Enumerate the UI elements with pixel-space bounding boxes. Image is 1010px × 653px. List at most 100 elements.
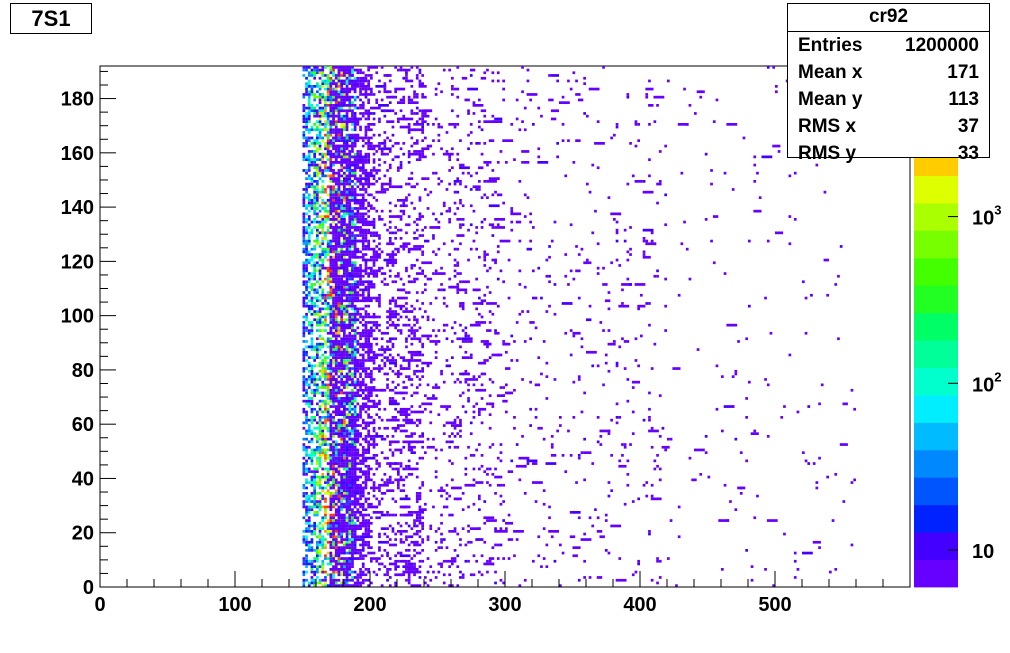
heatmap-cell (334, 237, 338, 240)
heatmap-cell (302, 199, 306, 202)
heatmap-cell (402, 467, 406, 471)
heatmap-cell (329, 133, 333, 137)
heatmap-cell (305, 481, 308, 484)
heatmap-cell (329, 448, 333, 452)
heatmap-cell (345, 190, 349, 194)
heatmap-cell (361, 369, 365, 373)
heatmap-cell (361, 139, 365, 143)
heatmap-cell (399, 147, 403, 151)
heatmap-cell (318, 435, 322, 438)
heatmap-cell (348, 321, 352, 324)
heatmap-cell (391, 345, 395, 349)
heatmap-cell (359, 492, 362, 495)
heatmap-cell (313, 378, 316, 381)
heatmap-cell (326, 133, 330, 137)
heatmap-cell (348, 185, 352, 189)
heatmap-cell (394, 337, 397, 341)
heatmap-cell (407, 505, 411, 509)
heatmap-cell (372, 272, 376, 275)
heatmap-cell (337, 513, 346, 517)
heatmap-cell (307, 163, 311, 167)
heatmap-cell (348, 337, 352, 341)
heatmap-cell (343, 68, 346, 72)
heatmap-cell (388, 418, 400, 422)
heatmap-cell (310, 302, 314, 305)
heatmap-cell (361, 106, 365, 110)
heatmap-cell (351, 350, 354, 354)
heatmap-cell (351, 478, 354, 482)
heatmap-cell (426, 584, 430, 588)
heatmap-cell (351, 329, 354, 332)
heatmap-cell (367, 350, 370, 354)
heatmap-cell (353, 299, 357, 303)
heatmap-cell (345, 169, 349, 172)
heatmap-cell (388, 543, 397, 547)
heatmap-cell (361, 492, 365, 495)
heatmap-cell (345, 269, 349, 273)
heatmap-cell (348, 155, 352, 159)
heatmap-cell (302, 193, 306, 197)
heatmap-cell (318, 443, 322, 446)
heatmap-cell (353, 435, 357, 438)
heatmap-cell (348, 204, 352, 208)
heatmap-cell (310, 416, 314, 419)
heatmap-cell (332, 90, 335, 94)
heatmap-cell (343, 177, 352, 181)
heatmap-cell (359, 293, 362, 297)
heatmap-cell (337, 144, 341, 148)
heatmap-cell (356, 218, 362, 221)
heatmap-cell (332, 66, 335, 69)
heatmap-cell (337, 264, 341, 267)
heatmap-cell (332, 348, 335, 351)
heatmap-cell (388, 475, 392, 479)
heatmap-cell (329, 519, 333, 522)
heatmap-cell (421, 269, 424, 273)
heatmap-cell (302, 331, 306, 335)
heatmap-cell (307, 299, 311, 303)
heatmap-cell (321, 174, 325, 178)
heatmap-cell (337, 212, 341, 216)
heatmap-cell (353, 407, 357, 411)
heatmap-cell (356, 152, 360, 156)
heatmap-cell (334, 128, 338, 132)
heatmap-cell (305, 478, 308, 482)
heatmap-cell (356, 462, 360, 465)
heatmap-cell (318, 459, 322, 463)
heatmap-cell (332, 142, 335, 145)
heatmap-cell (388, 513, 392, 517)
heatmap-cell (361, 245, 365, 248)
heatmap-cell (313, 180, 316, 183)
heatmap-cell (337, 85, 341, 88)
heatmap-cell (334, 106, 338, 110)
heatmap-cell (332, 576, 335, 579)
heatmap-cell (359, 266, 362, 270)
heatmap-cell (334, 74, 338, 77)
heatmap-cell (329, 540, 333, 544)
heatmap-cell (324, 435, 327, 438)
heatmap-cell (310, 74, 314, 77)
heatmap-cell (494, 530, 505, 533)
heatmap-cell (329, 307, 333, 311)
heatmap-cell (343, 123, 346, 126)
heatmap-cell (324, 383, 327, 387)
heatmap-cell (334, 543, 338, 547)
heatmap-cell (337, 293, 341, 297)
heatmap-cell (302, 144, 306, 148)
heatmap-cell (388, 388, 395, 392)
heatmap-cell (364, 540, 368, 544)
heatmap-cell (359, 462, 362, 465)
heatmap-cell (380, 280, 384, 284)
heatmap-cell (307, 516, 311, 520)
heatmap-cell (405, 340, 408, 343)
heatmap-cell (302, 239, 306, 243)
heatmap-cell (324, 266, 327, 270)
heatmap-cell (343, 207, 346, 210)
heatmap-cell (305, 266, 308, 270)
heatmap-cell (353, 247, 357, 251)
heatmap-cell (407, 581, 411, 585)
heatmap-cell (372, 166, 376, 170)
heatmap-cell (364, 109, 368, 113)
heatmap-cell (353, 139, 357, 143)
heatmap-cell (388, 478, 392, 482)
heatmap-cell (353, 581, 362, 585)
